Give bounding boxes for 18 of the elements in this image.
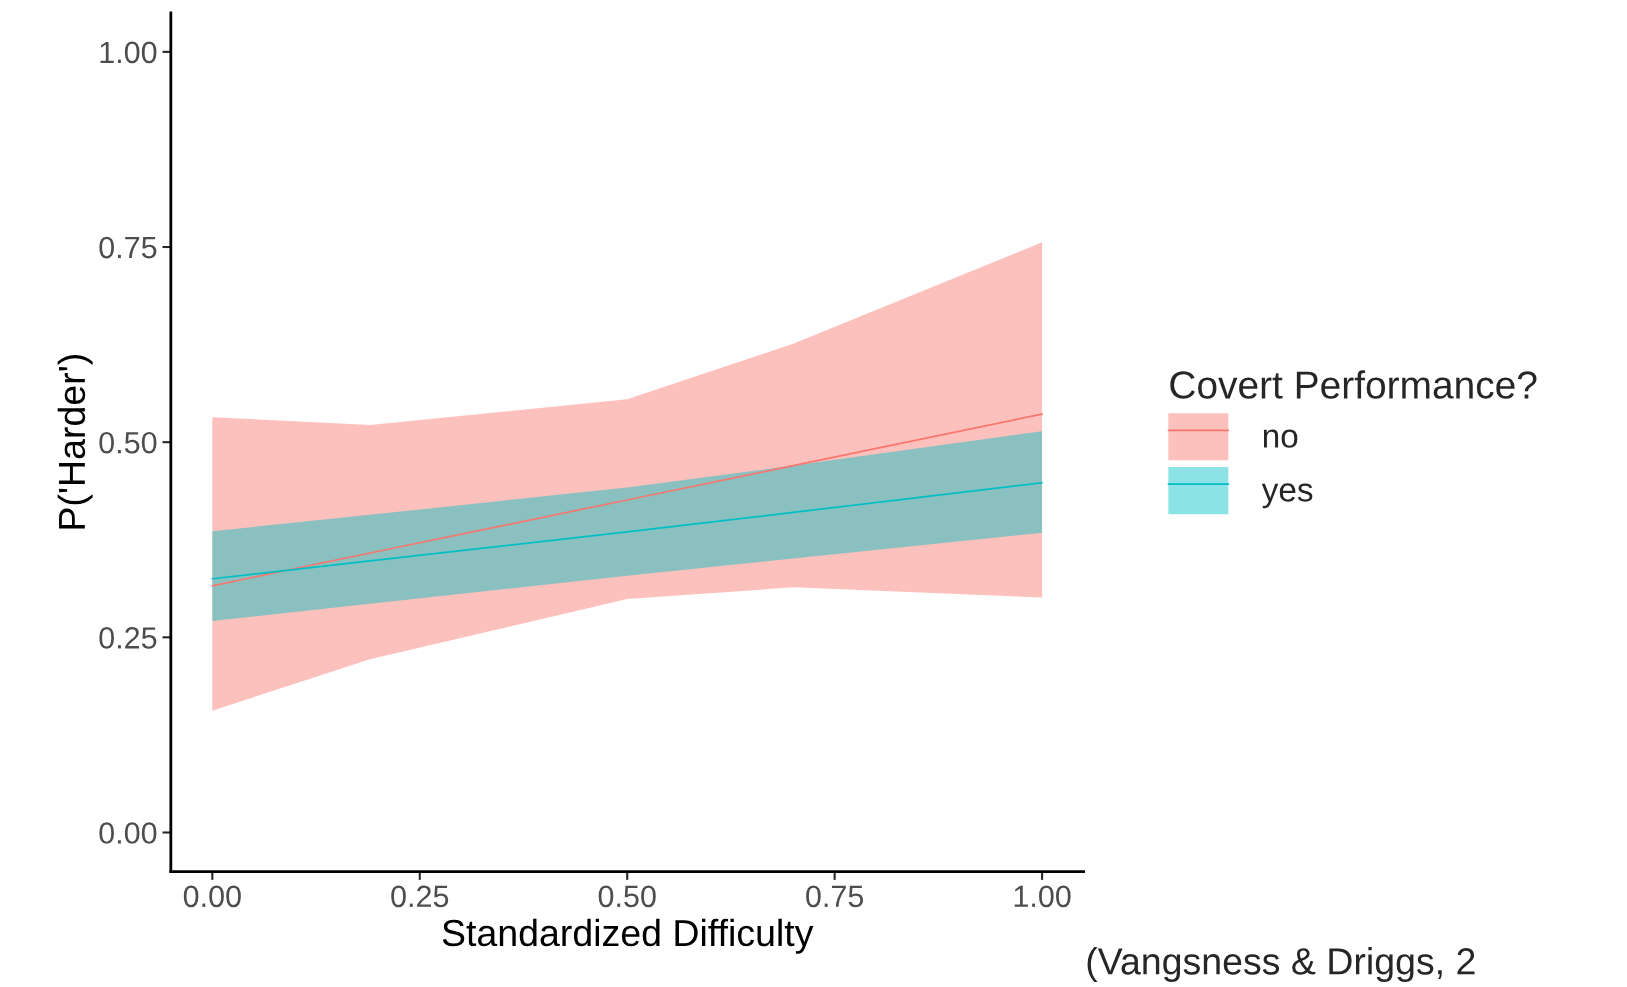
y-tick-label: 0.75 [99,236,157,259]
line-series [211,413,1043,587]
legend-label: yes [1261,483,1313,509]
text: (Vangsness & Driggs, 2 [1087,947,1475,983]
y-tick-label: 0.00 [99,822,157,844]
y-tick-label: 1.00 [100,41,157,64]
x-tick-label: 0.00 [183,885,241,908]
x-axis-title: Standardized Difficulty [442,918,814,954]
x-tick-label: 0.25 [391,885,449,908]
line-series [211,481,1043,580]
x-tick-label: 0.50 [598,885,656,908]
legend-label: no [1263,429,1298,448]
y-axis-title: P('Harder') [57,355,93,529]
x-tick-label: 0.75 [806,885,864,908]
y-tick-label: 0.25 [99,627,157,649]
y-tick-label: 0.50 [99,431,157,454]
legend-title: Covert Performance? [1170,370,1537,399]
x-tick-label: 1.00 [1014,885,1071,908]
